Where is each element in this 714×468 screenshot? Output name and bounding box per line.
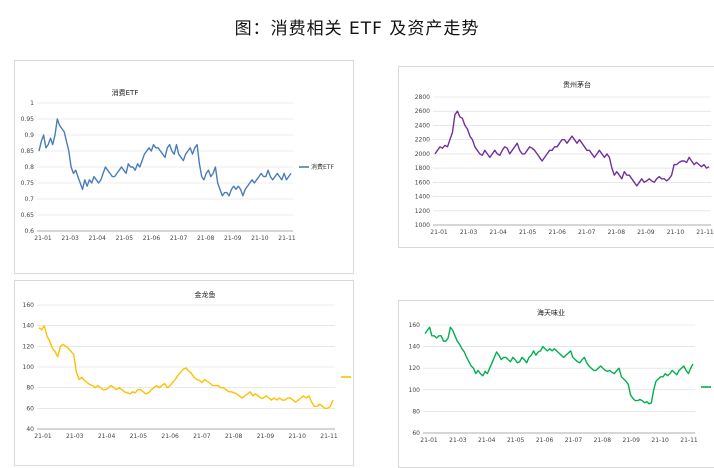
x-tick-label: 21-01: [420, 437, 438, 444]
y-tick-label: 1400: [415, 194, 430, 201]
y-tick-label: 0.6: [24, 228, 34, 235]
x-tick-label: 21-03: [61, 235, 79, 242]
x-tick-label: 21-10: [667, 229, 685, 236]
y-tick-label: 80: [26, 385, 34, 392]
y-tick-label: 40: [26, 426, 34, 433]
x-tick-label: 21-07: [193, 433, 211, 440]
x-tick-label: 21-08: [197, 235, 215, 242]
legend-label: 消费ETF: [311, 163, 334, 171]
x-tick-label: 21-09: [224, 235, 242, 242]
chart-title: 消费ETF: [112, 88, 139, 97]
x-tick-label: 21-07: [170, 235, 188, 242]
x-tick-label: 21-06: [549, 229, 567, 236]
x-tick-label: 21-01: [430, 229, 448, 236]
series-line: [434, 110, 710, 187]
y-tick-label: 0.75: [21, 180, 35, 187]
y-tick-label: 60: [26, 405, 34, 412]
x-tick-label: 21-01: [34, 235, 52, 242]
x-tick-label: 21-01: [34, 433, 52, 440]
y-tick-label: 1600: [415, 179, 430, 186]
y-tick-label: 0.65: [21, 212, 35, 219]
x-tick-label: 21-06: [536, 437, 554, 444]
chart-title: 金龙鱼: [195, 290, 216, 299]
y-tick-label: 1200: [415, 208, 430, 215]
x-tick-label: 21-11: [696, 229, 714, 236]
y-tick-label: 1000: [415, 222, 430, 229]
chart-kweichow-moutai: 贵州茅台 1000 1200 1400 1600 1800 2000 2200 2400 2600…: [415, 80, 714, 236]
chart-consumer-etf: 消费ETF 0.6 0.65 0.7 0.75 0.8 0.85 0.9 0.95 1 21-01 2…: [21, 88, 335, 242]
chart-jinlongyu: 金龙鱼 40 60 80 100 120 140 160 21-01 21-03 21-04 21-0…: [23, 290, 351, 440]
y-tick-label: 60: [412, 430, 420, 437]
chart-panel-haitian: 海天味业 60 80 100 120 140 160 21-01 21-03 21-04 21-05…: [398, 300, 714, 468]
y-tick-label: 140: [409, 344, 421, 351]
series-line: [38, 118, 292, 197]
x-tick-label: 21-04: [489, 229, 507, 236]
x-tick-label: 21-03: [66, 433, 84, 440]
x-tick-label: 21-11: [278, 235, 296, 242]
y-tick-label: 0.9: [24, 132, 34, 139]
chart-title: 贵州茅台: [563, 80, 591, 89]
x-tick-label: 21-04: [98, 433, 116, 440]
y-tick-label: 0.8: [24, 164, 34, 171]
chart-panel-jinlongyu: 金龙鱼 40 60 80 100 120 140 160 21-01 21-03 21-04 21-0…: [14, 280, 354, 466]
x-tick-label: 21-05: [130, 433, 148, 440]
x-tick-label: 21-04: [478, 437, 496, 444]
x-tick-label: 21-06: [161, 433, 179, 440]
x-tick-label: 21-05: [519, 229, 537, 236]
y-tick-label: 0.7: [24, 196, 34, 203]
y-tick-label: 120: [409, 365, 421, 372]
x-tick-label: 21-03: [460, 229, 478, 236]
y-tick-label: 140: [23, 323, 35, 330]
y-tick-label: 0.95: [21, 116, 35, 123]
x-tick-label: 21-09: [637, 229, 655, 236]
page-title: 图：消费相关 ETF 及资产走势: [234, 19, 480, 39]
x-tick-label: 21-08: [594, 437, 612, 444]
y-tick-label: 2200: [415, 137, 430, 144]
series-line: [424, 326, 694, 405]
y-tick-label: 2000: [415, 151, 430, 158]
y-tick-label: 2600: [415, 108, 430, 115]
y-tick-label: 0.85: [21, 148, 35, 155]
x-tick-label: 21-10: [289, 433, 307, 440]
series-line: [38, 325, 334, 410]
x-tick-label: 21-07: [565, 437, 583, 444]
y-tick-label: 1: [30, 100, 34, 107]
y-tick-label: 100: [23, 364, 35, 371]
chart-panel-kweichow-moutai: 贵州茅台 1000 1200 1400 1600 1800 2000 2200 2400 2600…: [398, 66, 714, 248]
x-tick-label: 21-11: [320, 433, 338, 440]
x-tick-label: 21-03: [449, 437, 467, 444]
x-tick-label: 21-11: [680, 437, 698, 444]
chart-panel-consumer-etf: 消费ETF 0.6 0.65 0.7 0.75 0.8 0.85 0.9 0.95 1 21-01 2…: [14, 60, 354, 274]
x-tick-label: 21-09: [623, 437, 641, 444]
chart-title: 海天味业: [537, 308, 565, 317]
x-tick-label: 21-08: [225, 433, 243, 440]
x-tick-label: 21-06: [143, 235, 161, 242]
x-tick-label: 21-05: [116, 235, 134, 242]
x-tick-label: 21-09: [257, 433, 275, 440]
y-tick-label: 120: [23, 343, 35, 350]
x-tick-label: 21-10: [251, 235, 269, 242]
y-tick-label: 160: [23, 302, 35, 309]
x-tick-label: 21-07: [578, 229, 596, 236]
y-tick-label: 2400: [415, 122, 430, 129]
x-tick-label: 21-05: [507, 437, 525, 444]
y-tick-label: 80: [412, 408, 420, 415]
y-tick-label: 1800: [415, 165, 430, 172]
x-tick-label: 21-04: [89, 235, 107, 242]
chart-haitian: 海天味业 60 80 100 120 140 160 21-01 21-03 21-04 21-05…: [409, 308, 711, 444]
x-tick-label: 21-08: [608, 229, 626, 236]
y-tick-label: 2800: [415, 94, 430, 101]
y-tick-label: 100: [409, 387, 421, 394]
y-tick-label: 160: [409, 322, 421, 329]
x-tick-label: 21-10: [651, 437, 669, 444]
